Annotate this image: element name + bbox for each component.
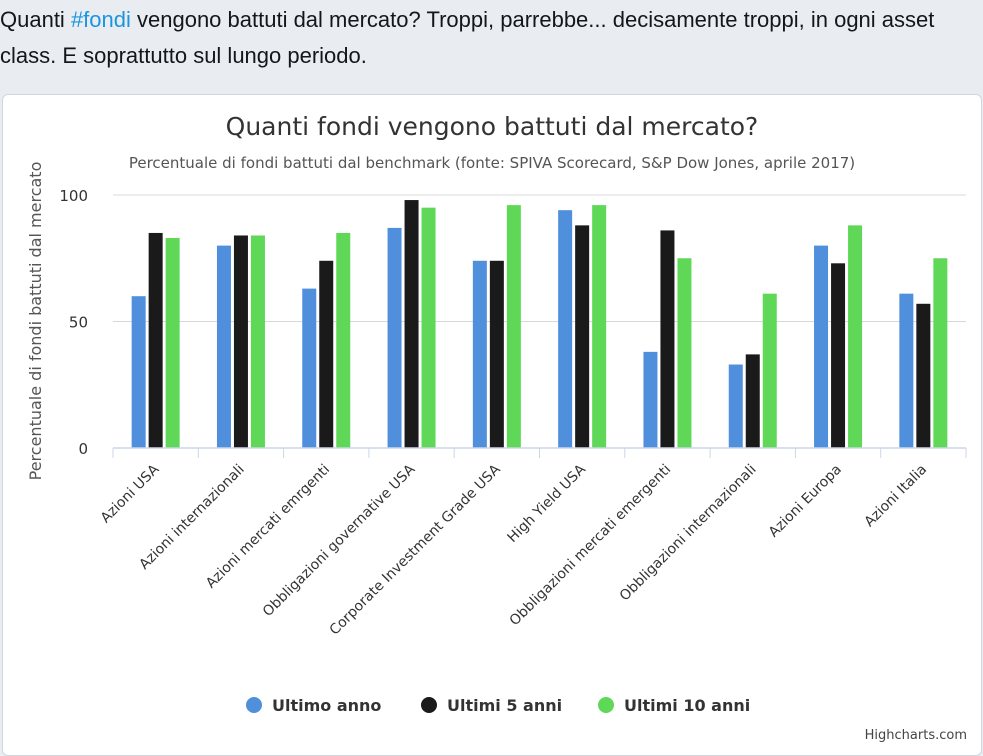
bar[interactable] xyxy=(558,210,573,448)
bar[interactable] xyxy=(250,235,265,448)
tweet-text: Quanti #fondi vengono battuti dal mercat… xyxy=(0,2,975,74)
x-tick-label: Azioni Italia xyxy=(861,462,930,531)
chart-card: Quanti fondi vengono battuti dal mercato… xyxy=(2,94,982,756)
bar[interactable] xyxy=(404,200,419,448)
x-tick-label: Obbligazioni governative USA xyxy=(260,461,419,620)
hashtag-link[interactable]: #fondi xyxy=(70,7,131,32)
bar[interactable] xyxy=(165,238,180,448)
legend-marker[interactable] xyxy=(246,697,262,713)
tweet-text-end: vengono battuti dal mercato? Troppi, par… xyxy=(0,7,935,68)
legend[interactable]: Ultimo anno Ultimi 5 anni Ultimi 10 anni xyxy=(246,696,750,715)
chart-subtitle: Percentuale di fondi battuti dal benchma… xyxy=(129,154,855,172)
bar[interactable] xyxy=(319,260,334,448)
bar[interactable] xyxy=(336,232,351,448)
bar[interactable] xyxy=(899,293,914,448)
bar[interactable] xyxy=(472,260,487,448)
bar[interactable] xyxy=(233,235,248,448)
x-tick-label: High Yield USA xyxy=(505,461,590,546)
bar[interactable] xyxy=(831,263,846,448)
bar[interactable] xyxy=(148,232,163,448)
x-tick-label: Azioni USA xyxy=(98,461,163,526)
bars xyxy=(131,200,948,448)
bar[interactable] xyxy=(302,288,317,448)
bar[interactable] xyxy=(575,225,590,448)
chart-credits[interactable]: Highcharts.com xyxy=(865,728,967,743)
y-tick-label: 0 xyxy=(78,440,88,458)
legend-item-label[interactable]: Ultimo anno xyxy=(272,696,381,715)
tweet-text-start: Quanti xyxy=(0,7,71,32)
x-tick-label: Corporate Investment Grade USA xyxy=(327,461,504,638)
bar[interactable] xyxy=(660,230,675,448)
bar[interactable] xyxy=(745,354,760,448)
y-tick-label: 50 xyxy=(69,314,88,332)
bar[interactable] xyxy=(421,207,436,448)
bar[interactable] xyxy=(592,205,607,448)
bar[interactable] xyxy=(131,296,146,448)
bar-chart: Quanti fondi vengono battuti dal mercato… xyxy=(26,112,967,743)
bar[interactable] xyxy=(814,245,829,448)
bar[interactable] xyxy=(643,351,658,448)
bar[interactable] xyxy=(216,245,231,448)
bar[interactable] xyxy=(728,364,743,448)
legend-marker[interactable] xyxy=(598,697,614,713)
bar[interactable] xyxy=(387,227,402,448)
bar[interactable] xyxy=(848,225,863,448)
legend-item-label[interactable]: Ultimi 10 anni xyxy=(624,696,750,715)
legend-marker[interactable] xyxy=(421,697,437,713)
bar[interactable] xyxy=(677,258,692,448)
bar[interactable] xyxy=(916,303,931,448)
y-axis-ticks: 0 50 100 xyxy=(59,187,88,458)
chart-title: Quanti fondi vengono battuti dal mercato… xyxy=(226,112,759,141)
bar[interactable] xyxy=(933,258,948,448)
x-tick-label: Obbligazioni mercati emergenti xyxy=(507,462,675,630)
legend-item-label[interactable]: Ultimi 5 anni xyxy=(447,696,562,715)
bar[interactable] xyxy=(489,260,504,448)
x-tick-label: Azioni Europa xyxy=(766,462,845,541)
bar[interactable] xyxy=(506,205,521,448)
y-axis-label: Percentuale di fondi battuti dal mercato xyxy=(26,162,45,481)
x-tick-label: Obbligazioni internazionali xyxy=(617,462,760,605)
y-tick-label: 100 xyxy=(59,187,88,205)
x-axis xyxy=(112,447,967,458)
bar[interactable] xyxy=(762,293,777,448)
